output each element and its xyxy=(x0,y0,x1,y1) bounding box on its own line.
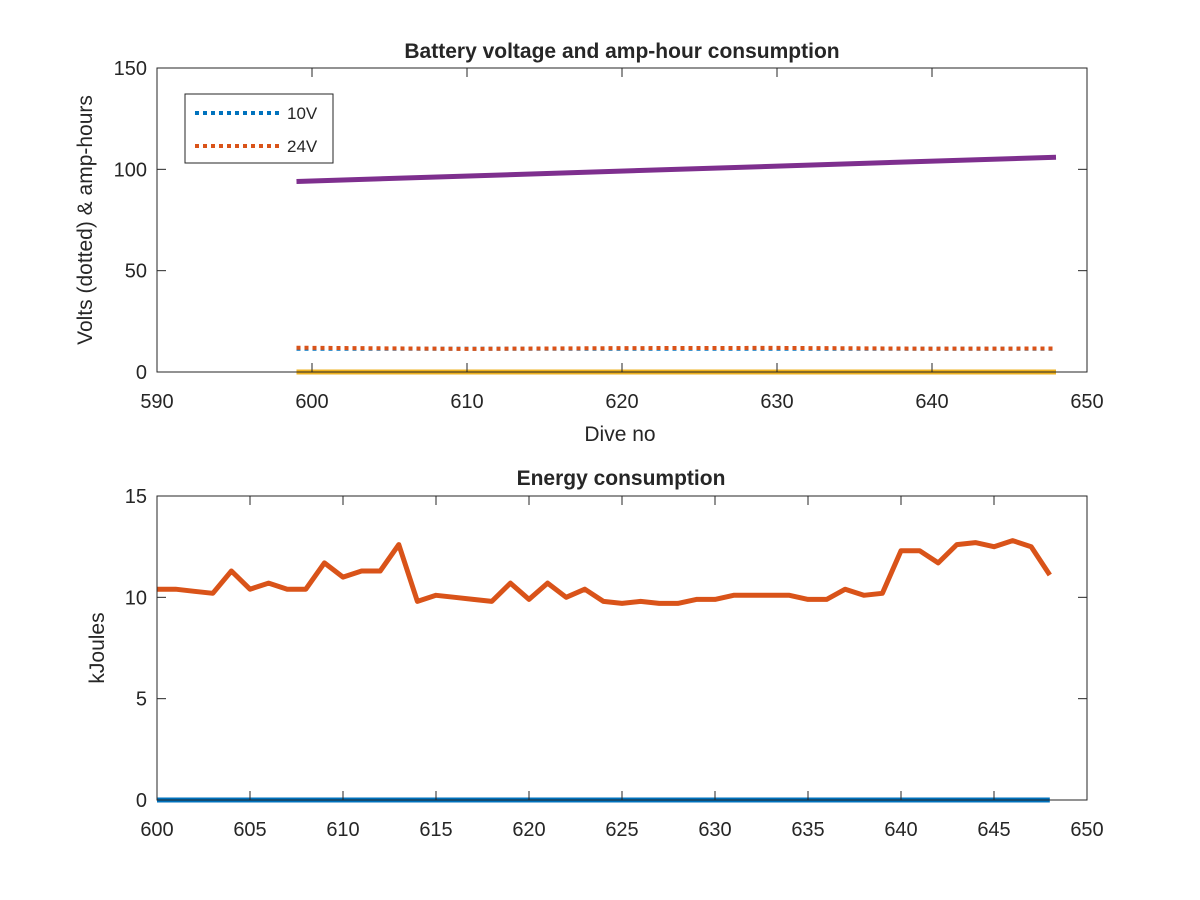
chart-energy-consumption: 600 605 610 615 620 625 630 635 640 645 650051015 … xyxy=(86,467,1104,841)
chart1-xtick-label: 615 xyxy=(419,819,452,841)
chart1-ytick-label: 15 xyxy=(125,486,147,508)
chart0-xtick-label: 610 xyxy=(450,391,483,413)
chart0-ytick-label: 0 xyxy=(136,362,147,384)
chart0-ytick-label: 150 xyxy=(114,58,147,80)
chart1-ytick-label: 10 xyxy=(125,587,147,609)
chart0-title: Battery voltage and amp-hour consumption xyxy=(404,40,839,63)
legend-box xyxy=(184,93,334,164)
chart1-xtick-label: 630 xyxy=(698,819,731,841)
chart1-xtick-label: 645 xyxy=(977,819,1010,841)
chart1-ytick-label: 0 xyxy=(136,790,147,812)
chart0-ytick-label: 50 xyxy=(125,261,147,283)
chart1-xtick-label: 605 xyxy=(233,819,266,841)
chart0-xtick-label: 620 xyxy=(605,391,638,413)
chart1-title: Energy consumption xyxy=(517,467,726,490)
chart1-xtick-label: 625 xyxy=(605,819,638,841)
chart0-xlabel: Dive no xyxy=(584,423,655,446)
chart-battery-voltage: 590 600 610 620 630 640 650 0 50 100 150 Battery v… xyxy=(74,40,1104,446)
chart1-xtick-label: 610 xyxy=(326,819,359,841)
chart0-xtick-label: 630 xyxy=(760,391,793,413)
chart0-xtick-label: 600 xyxy=(295,391,328,413)
legend-label-10v: 10V xyxy=(287,104,318,123)
chart0-xtick-label: 590 xyxy=(140,391,173,413)
chart1-xtick-label: 620 xyxy=(512,819,545,841)
chart0-ticks: 590 600 610 620 630 640 650 0 50 100 150 xyxy=(114,58,1104,413)
chart1-xtick-label: 640 xyxy=(884,819,917,841)
legend-label-24v: 24V xyxy=(287,137,318,156)
chart0-series-1-line xyxy=(296,345,1057,351)
chart1-xtick-label: 600 xyxy=(140,819,173,841)
chart0-series-3-line xyxy=(296,154,1057,184)
chart1-ylabel: kJoules xyxy=(86,612,109,683)
chart0-ylabel: Volts (dotted) & amp-hours xyxy=(74,95,97,345)
chart1-ytick-label: 5 xyxy=(136,689,147,711)
chart0-legend: 10V 24V xyxy=(184,93,334,164)
chart1-xtick-label: 650 xyxy=(1070,819,1103,841)
chart1-xtick-label: 635 xyxy=(791,819,824,841)
chart1-ticks: 600 605 610 615 620 625 630 635 640 645 650 0 5 10 15 xyxy=(125,486,1104,841)
chart1-series-1-line xyxy=(157,538,1052,606)
chart0-xtick-label: 640 xyxy=(915,391,948,413)
chart0-xtick-label: 650 xyxy=(1070,391,1103,413)
chart0-ytick-label: 100 xyxy=(114,159,147,181)
